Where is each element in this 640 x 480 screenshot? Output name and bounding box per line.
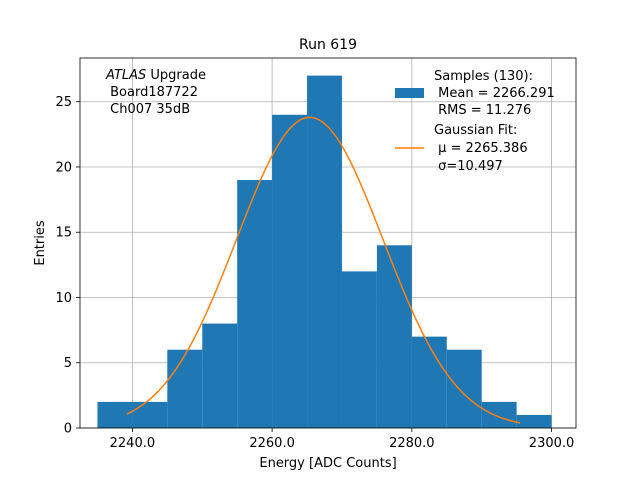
x-axis-ticks: 2240.0 2260.0 2280.0 2300.0 <box>110 428 575 451</box>
y-tick-label-1: 5 <box>64 356 72 371</box>
x-tick-label-1: 2260.0 <box>249 436 295 451</box>
legend: Samples (130): Mean = 2266.291 RMS = 11.… <box>395 69 555 174</box>
histogram-bar-1 <box>132 401 168 428</box>
y-axis-label: Entries <box>33 220 48 266</box>
svg-text:ATLAS Upgrade: ATLAS Upgrade <box>105 68 206 83</box>
histogram-bar-5 <box>272 114 308 428</box>
atlas-annotation: ATLAS Upgrade Board187722 Ch007 35dB <box>105 68 206 117</box>
x-tick-label-2: 2280.0 <box>389 436 435 451</box>
histogram-bar-9 <box>411 336 447 428</box>
y-tick-label-0: 0 <box>64 422 72 437</box>
y-tick-label-2: 10 <box>55 291 72 306</box>
annotation-atlas: ATLAS <box>105 68 146 83</box>
histogram-bar-6 <box>307 75 342 428</box>
annotation-line-2: Board187722 <box>106 85 198 100</box>
legend-fit-line-3: σ=10.497 <box>434 159 503 174</box>
legend-samples-line-1: Samples (130): <box>434 69 533 84</box>
x-tick-label-0: 2240.0 <box>110 436 156 451</box>
x-axis-label: Energy [ADC Counts] <box>259 456 396 471</box>
histogram-bar-10 <box>446 349 482 428</box>
histogram-bar-11 <box>481 401 517 428</box>
histogram-bars <box>97 75 552 428</box>
y-axis-ticks: 0 5 10 15 20 25 <box>55 95 80 437</box>
histogram-bar-3 <box>202 323 238 428</box>
legend-fit-line-1: Gaussian Fit: <box>434 123 517 138</box>
legend-samples-line-2: Mean = 2266.291 <box>434 86 555 101</box>
legend-samples-swatch <box>395 88 424 98</box>
histogram-bar-7 <box>341 271 377 428</box>
histogram-bar-12 <box>516 414 552 428</box>
plot-frame <box>79 57 577 429</box>
legend-samples-line-3: RMS = 11.276 <box>434 103 531 118</box>
annotation-line-3: Ch007 35dB <box>106 102 190 117</box>
histogram-bar-8 <box>376 245 412 428</box>
x-tick-label-3: 2300.0 <box>529 436 575 451</box>
y-tick-label-4: 20 <box>55 160 72 175</box>
chart-title: Run 619 <box>299 37 357 53</box>
annotation-line-1: Upgrade <box>146 68 206 83</box>
y-tick-label-3: 15 <box>55 226 72 241</box>
histogram-bar-2 <box>167 349 203 428</box>
gaussian-fit-curve <box>126 116 521 424</box>
histogram-bar-4 <box>237 180 273 428</box>
y-tick-label-5: 25 <box>55 95 72 110</box>
histogram-bar-0 <box>97 401 133 428</box>
legend-fit-line-2: μ = 2265.386 <box>434 141 528 156</box>
